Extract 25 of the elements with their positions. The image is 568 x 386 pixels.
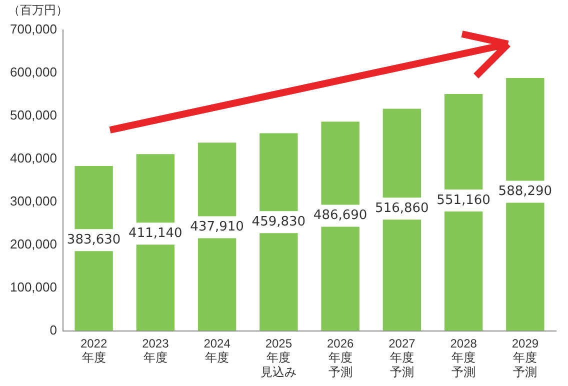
data-label: 459,830 xyxy=(252,214,306,230)
y-tick-label: 700,000 xyxy=(10,22,57,37)
y-tick-label: 600,000 xyxy=(10,64,57,80)
x-tick-label: 2026 年度予測 xyxy=(326,336,354,380)
x-tick-label: 2023 年度 xyxy=(142,336,170,365)
y-tick-label: 0 xyxy=(50,322,57,338)
data-label: 551,160 xyxy=(436,192,490,208)
y-axis-title: （百万円） xyxy=(8,2,68,19)
data-label: 383,630 xyxy=(66,232,121,248)
y-tick-label: 300,000 xyxy=(10,193,57,208)
y-tick-label: 500,000 xyxy=(10,108,57,123)
x-tick-label: 2028 年度予測 xyxy=(450,336,478,380)
data-label: 486,690 xyxy=(313,208,368,224)
data-label: 516,860 xyxy=(375,201,429,216)
x-tick-label: 2027 年度予測 xyxy=(388,336,416,380)
y-tick-label: 400,000 xyxy=(10,150,57,166)
x-tick-label: 2025 年度見込み xyxy=(260,336,297,380)
data-label: 411,140 xyxy=(128,226,182,242)
data-label: 588,290 xyxy=(498,184,552,200)
x-tick-label: 2024 年度 xyxy=(204,336,231,365)
y-tick-label: 200,000 xyxy=(10,236,57,252)
data-label: 437,910 xyxy=(190,220,244,235)
x-tick-label: 2022 年度 xyxy=(80,336,108,365)
y-tick-label: 100,000 xyxy=(10,279,57,294)
x-tick-label: 2029 年度予測 xyxy=(512,336,539,380)
